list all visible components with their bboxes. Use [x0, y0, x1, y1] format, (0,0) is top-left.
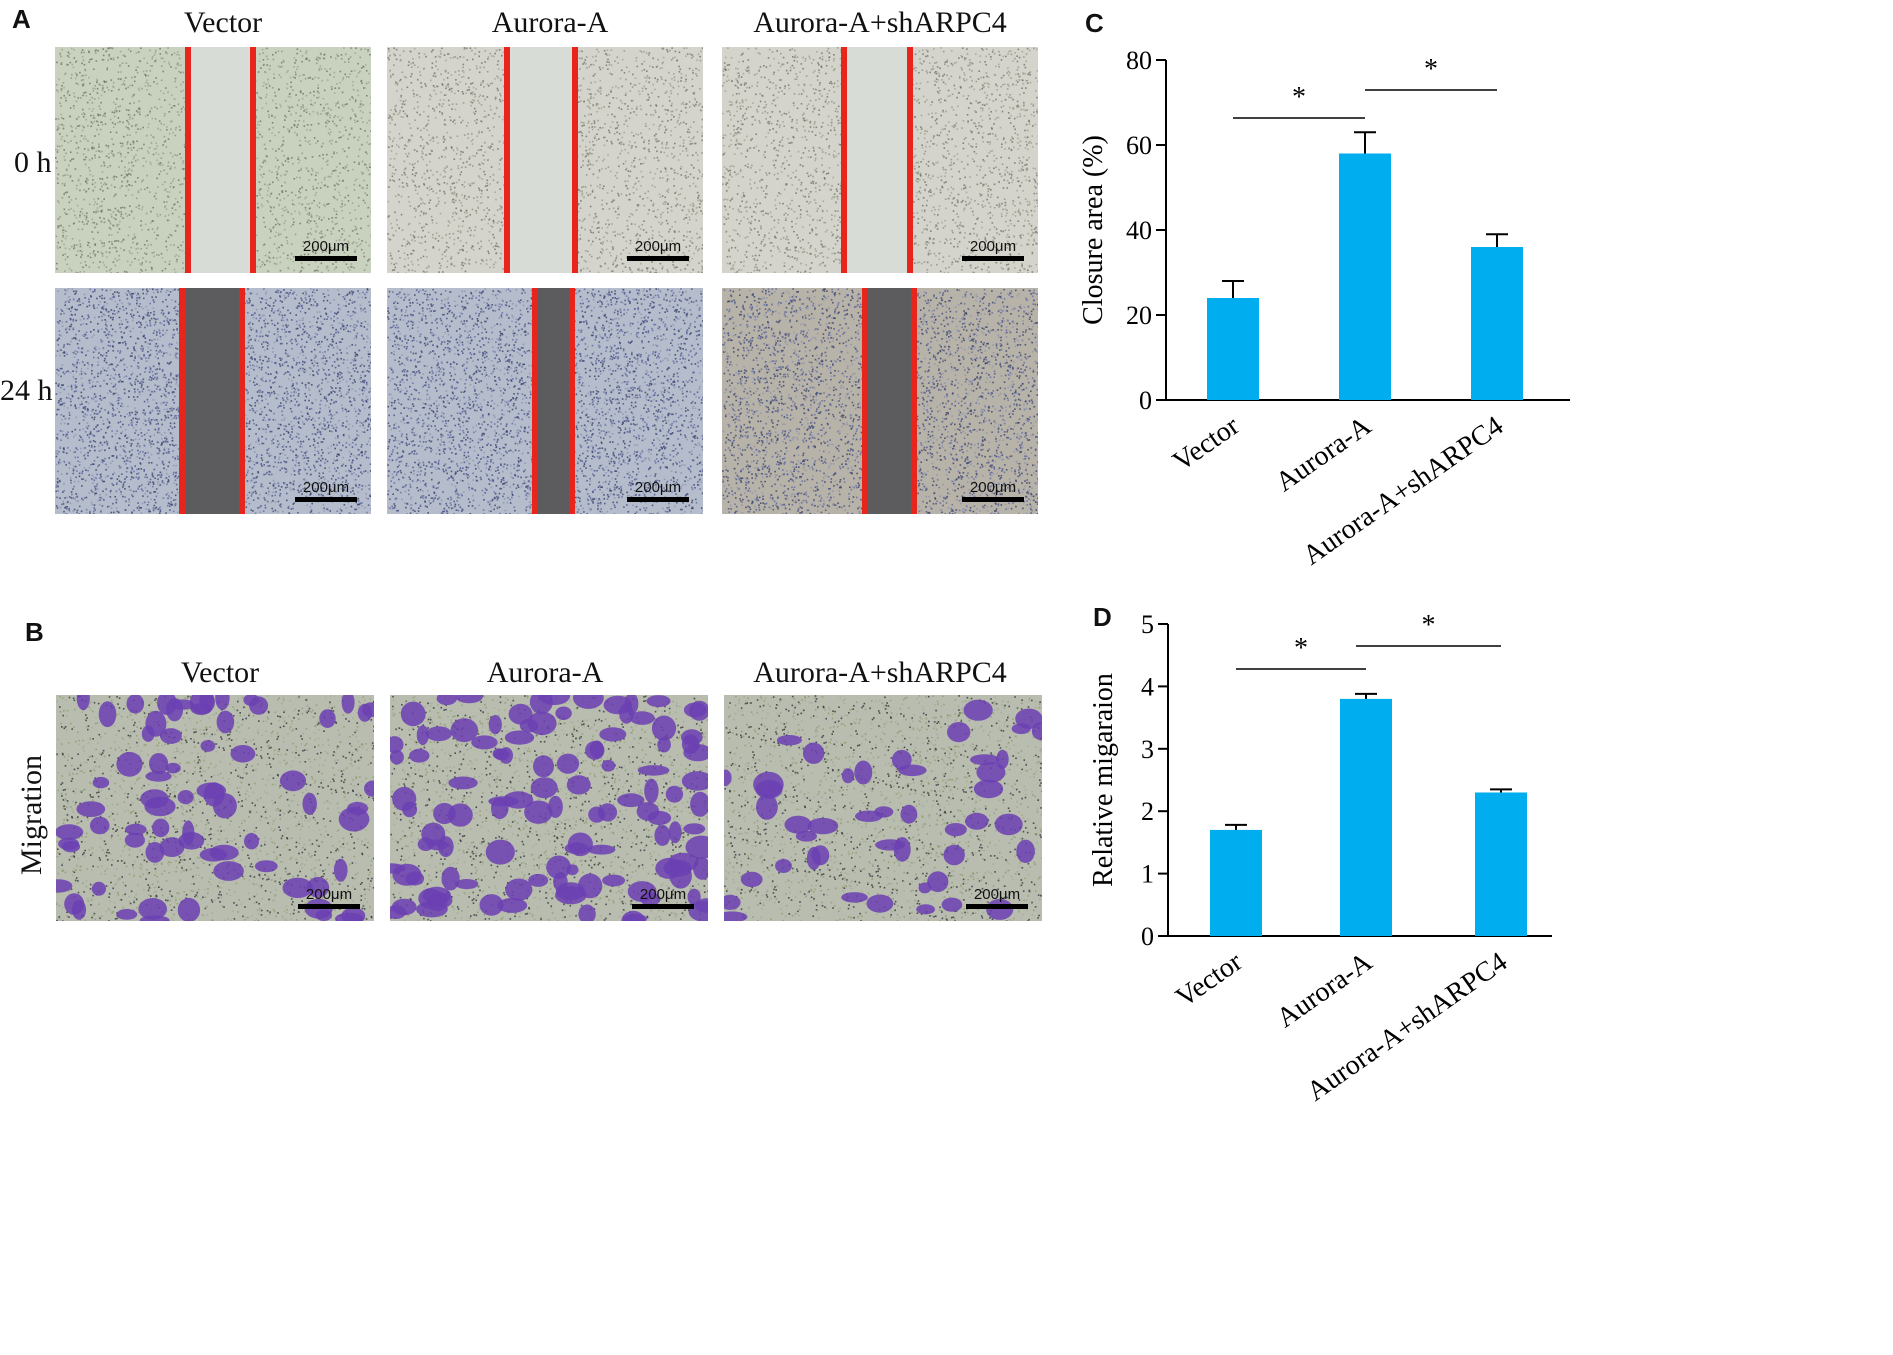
panel-a-column-vector: Vector [163, 6, 283, 40]
wound-image-0h-0: 200μm [55, 47, 371, 273]
panel-b-column-aurora-a-sharpc4: Aurora-A+shARPC4 [745, 656, 1015, 690]
scale-bar: 200μm [632, 887, 694, 909]
panel-b-row-migration: Migration [15, 745, 49, 885]
scale-bar: 200μm [627, 239, 689, 261]
y-tick-label: 4 [1141, 672, 1154, 701]
y-tick-label: 40 [1126, 216, 1152, 245]
scale-bar: 200μm [962, 239, 1024, 261]
y-axis-label: Relative migaraion [1088, 673, 1119, 887]
panel-letter-d: D [1093, 602, 1112, 633]
migration-image-2: 200μm [724, 695, 1042, 921]
bar-aurora-a-sharpc4 [1471, 247, 1523, 400]
scale-bar: 200μm [295, 239, 357, 261]
migration-image-1: 200μm [390, 695, 708, 921]
bar-vector [1210, 829, 1262, 936]
x-tick-label: Vector [1167, 410, 1245, 478]
y-tick-label: 60 [1126, 131, 1152, 160]
wound-image-0h-1: 200μm [387, 47, 703, 273]
y-tick-label: 0 [1139, 386, 1152, 415]
scale-bar: 200μm [962, 480, 1024, 502]
panel-letter-b: B [25, 617, 44, 648]
y-tick-label: 1 [1141, 860, 1154, 889]
bar-aurora-a-sharpc4 [1475, 792, 1527, 936]
significance-star: * [1424, 54, 1438, 85]
wound-image-0h-2: 200μm [722, 47, 1038, 273]
panel-letter-c: C [1085, 8, 1104, 39]
panel-a-row-24h: 24 h [0, 374, 53, 408]
panel-b-column-vector: Vector [160, 656, 280, 690]
scale-bar: 200μm [298, 887, 360, 909]
x-tick-label: Aurora-A [1270, 410, 1378, 498]
significance-star: * [1292, 82, 1306, 113]
scale-bar: 200μm [627, 480, 689, 502]
scale-bar: 200μm [966, 887, 1028, 909]
panel-a-column-aurora-a-sharpc4: Aurora-A+shARPC4 [745, 6, 1015, 40]
x-tick-label: Vector [1170, 946, 1248, 1014]
wound-image-24h-0: 200μm [55, 288, 371, 514]
wound-image-24h-1: 200μm [387, 288, 703, 514]
panel-a-column-aurora-a: Aurora-A [470, 6, 630, 40]
y-tick-label: 3 [1141, 735, 1154, 764]
y-tick-label: 0 [1141, 922, 1154, 951]
y-tick-label: 2 [1141, 797, 1154, 826]
bar-aurora-a [1340, 698, 1392, 936]
y-tick-label: 80 [1126, 46, 1152, 75]
panel-b-column-aurora-a: Aurora-A [465, 656, 625, 690]
x-tick-label: Aurora-A [1271, 946, 1379, 1034]
significance-star: * [1294, 633, 1308, 664]
panel-a-row-0h: 0 h [14, 146, 52, 180]
wound-image-24h-2: 200μm [722, 288, 1038, 514]
bar-vector [1207, 298, 1259, 400]
scale-bar: 200μm [295, 480, 357, 502]
y-tick-label: 5 [1141, 610, 1154, 639]
y-tick-label: 20 [1126, 301, 1152, 330]
significance-star: * [1422, 610, 1436, 641]
y-axis-label: Closure area (%) [1078, 135, 1109, 325]
bar-aurora-a [1339, 153, 1391, 400]
panel-letter-a: A [12, 4, 31, 35]
migration-image-0: 200μm [56, 695, 374, 921]
